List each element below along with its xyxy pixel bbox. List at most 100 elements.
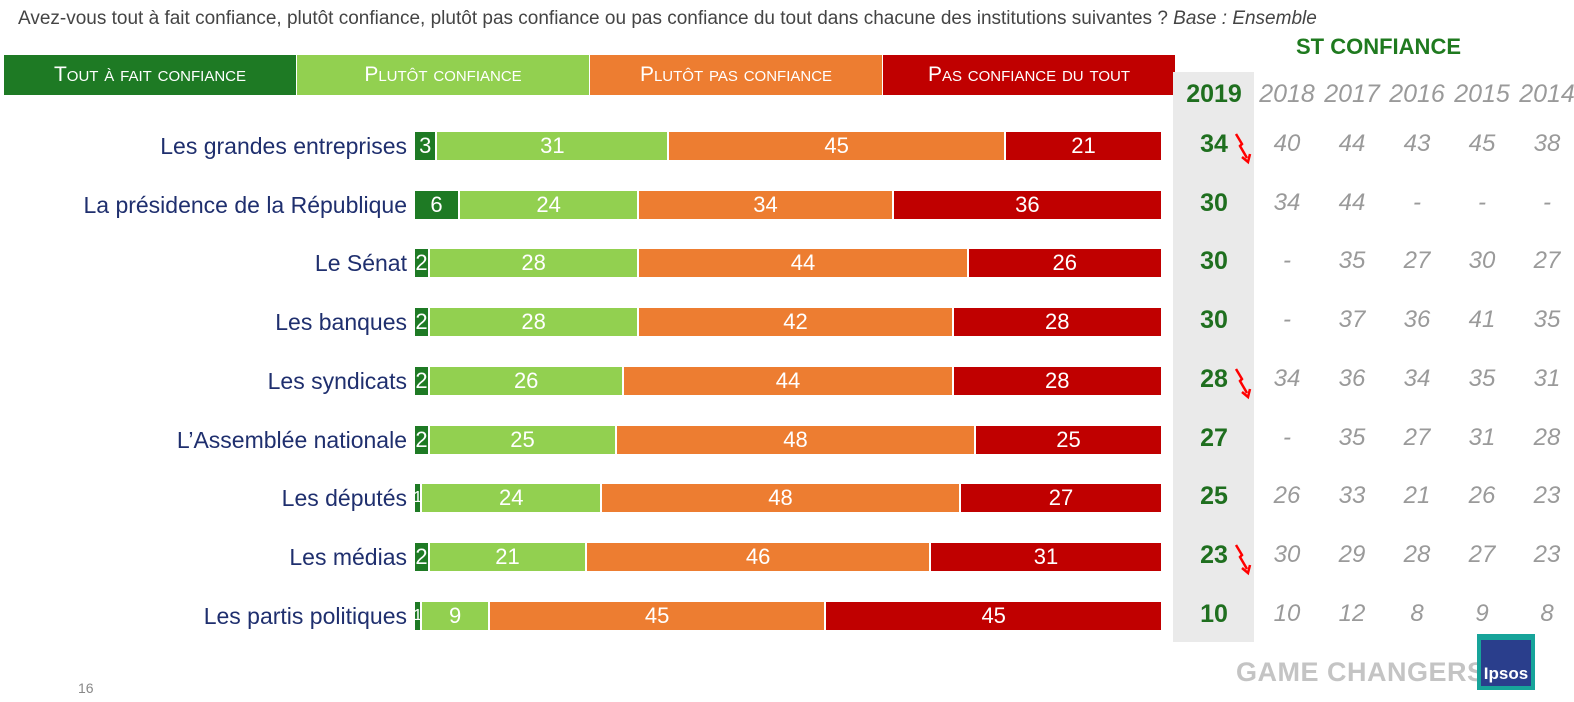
st-confiance-history: 26 xyxy=(1468,482,1496,509)
st-confiance-2019: 25 xyxy=(1200,482,1228,510)
st-confiance-history: 26 xyxy=(1273,482,1301,509)
bar-segment: 26 xyxy=(968,249,1163,277)
base-note: Base : Ensemble xyxy=(1173,8,1317,29)
st-confiance-history: 41 xyxy=(1468,306,1496,333)
bar-segment: 44 xyxy=(624,367,954,395)
st-confiance-history: - xyxy=(1413,189,1421,216)
ipsos-logo-text: Ipsos xyxy=(1481,640,1531,686)
bar-segment: 21 xyxy=(429,543,588,571)
bar-segment: 44 xyxy=(639,249,969,277)
bar-segment: 2 xyxy=(415,543,430,571)
year-header: 2015 xyxy=(1454,80,1510,108)
decline-arrow-icon xyxy=(1234,133,1252,165)
year-header: 2017 xyxy=(1324,80,1380,108)
game-changers-tagline: GAME CHANGERS xyxy=(1236,657,1486,687)
st-confiance-2019: 30 xyxy=(1200,247,1228,275)
st-confiance-2019: 34 xyxy=(1200,130,1228,158)
bar-segment: 2 xyxy=(415,367,430,395)
st-confiance-history: 23 xyxy=(1533,541,1561,568)
bar-segment: 26 xyxy=(429,367,625,395)
decline-arrow-icon xyxy=(1234,544,1252,576)
row-label: Les banques xyxy=(275,309,407,335)
row-label: Les syndicats xyxy=(267,368,407,394)
legend-item: Plutôt confiance xyxy=(297,55,589,95)
st-confiance-history: 40 xyxy=(1273,130,1301,157)
st-confiance-history: - xyxy=(1283,247,1291,274)
st-confiance-history: 34 xyxy=(1273,189,1301,216)
st-confiance-history: 9 xyxy=(1475,600,1489,627)
st-confiance-history: 21 xyxy=(1403,482,1431,509)
year-header: 2016 xyxy=(1389,80,1445,108)
st-confiance-history: 33 xyxy=(1338,482,1366,509)
bar-segment: 2 xyxy=(415,249,430,277)
st-confiance-history: 27 xyxy=(1468,541,1496,568)
st-confiance-2019: 10 xyxy=(1200,600,1228,628)
row-label: Les médias xyxy=(289,544,407,570)
st-confiance-history: 44 xyxy=(1338,189,1366,216)
st-confiance-history: 30 xyxy=(1468,247,1496,274)
year-header: 2019 xyxy=(1186,80,1242,108)
bar-segment: 45 xyxy=(489,602,827,630)
bar-segment: 1 xyxy=(415,484,423,512)
st-confiance-history: 35 xyxy=(1338,424,1366,451)
bar-segment: 28 xyxy=(429,249,640,277)
st-confiance-history: 34 xyxy=(1403,365,1431,392)
question-main: Avez-vous tout à fait confiance, plutôt … xyxy=(18,8,1168,29)
st-confiance-history: - xyxy=(1283,306,1291,333)
st-confiance-history: 44 xyxy=(1338,130,1366,157)
bar-segment: 34 xyxy=(639,191,894,219)
st-confiance-history: 23 xyxy=(1533,482,1561,509)
legend-item: Pas confiance du tout xyxy=(883,55,1175,95)
st-confiance-history: 28 xyxy=(1403,541,1431,568)
row-label: Les grandes entreprises xyxy=(160,133,407,159)
bar-segment: 3 xyxy=(415,132,438,160)
st-confiance-history: 28 xyxy=(1533,424,1561,451)
decline-arrow-icon xyxy=(1234,368,1252,400)
bar-segment: 6 xyxy=(415,191,460,219)
st-confiance-2019: 28 xyxy=(1200,365,1228,393)
bar-segment: 25 xyxy=(429,426,617,454)
st-confiance-2019: 23 xyxy=(1200,541,1228,569)
st-confiance-history: 35 xyxy=(1338,247,1366,274)
st-confiance-history: - xyxy=(1283,424,1291,451)
st-confiance-history: 45 xyxy=(1468,130,1496,157)
st-confiance-history: 36 xyxy=(1403,306,1431,333)
bar-segment: 48 xyxy=(616,426,976,454)
st-confiance-history: 38 xyxy=(1533,130,1561,157)
year-header: 2014 xyxy=(1519,80,1574,108)
bar-segment: 36 xyxy=(893,191,1163,219)
bar-segment: 31 xyxy=(437,132,670,160)
row-label: Le Sénat xyxy=(314,250,407,276)
legend-item: Plutôt pas confiance xyxy=(590,55,882,95)
st-confiance-history: 35 xyxy=(1468,365,1496,392)
st-confiance-history: 10 xyxy=(1273,600,1301,627)
bar-segment: 48 xyxy=(602,484,962,512)
bar-segment: 9 xyxy=(422,602,490,630)
bar-segment: 2 xyxy=(415,426,430,454)
bar-segment: 42 xyxy=(639,308,954,336)
bar-segment: 28 xyxy=(953,308,1163,336)
st-confiance-history: 31 xyxy=(1533,365,1561,392)
page-number: 16 xyxy=(78,680,94,696)
bar-segment: 2 xyxy=(415,308,430,336)
bar-segment: 45 xyxy=(669,132,1006,160)
st-confiance-title: ST CONFIANCE xyxy=(1296,34,1461,59)
question-text: Avez-vous tout à fait confiance, plutôt … xyxy=(18,8,1317,30)
bar-segment: 27 xyxy=(961,484,1163,512)
st-confiance-history: 30 xyxy=(1273,541,1301,568)
st-confiance-history: 27 xyxy=(1403,424,1431,451)
st-confiance-history: 37 xyxy=(1338,306,1366,333)
column-2019-highlight xyxy=(1173,72,1254,642)
bar-segment: 28 xyxy=(429,308,640,336)
st-confiance-history: 27 xyxy=(1403,247,1431,274)
year-header: 2018 xyxy=(1259,80,1315,108)
bar-segment: 21 xyxy=(1005,132,1163,160)
row-label: La présidence de la République xyxy=(83,192,407,218)
st-confiance-history: 8 xyxy=(1540,600,1554,627)
st-confiance-history: 31 xyxy=(1468,424,1496,451)
st-confiance-history: 8 xyxy=(1410,600,1424,627)
bar-segment: 45 xyxy=(826,602,1163,630)
st-confiance-history: - xyxy=(1543,189,1551,216)
st-confiance-history: 29 xyxy=(1338,541,1366,568)
ipsos-logo: Ipsos xyxy=(1477,634,1535,690)
